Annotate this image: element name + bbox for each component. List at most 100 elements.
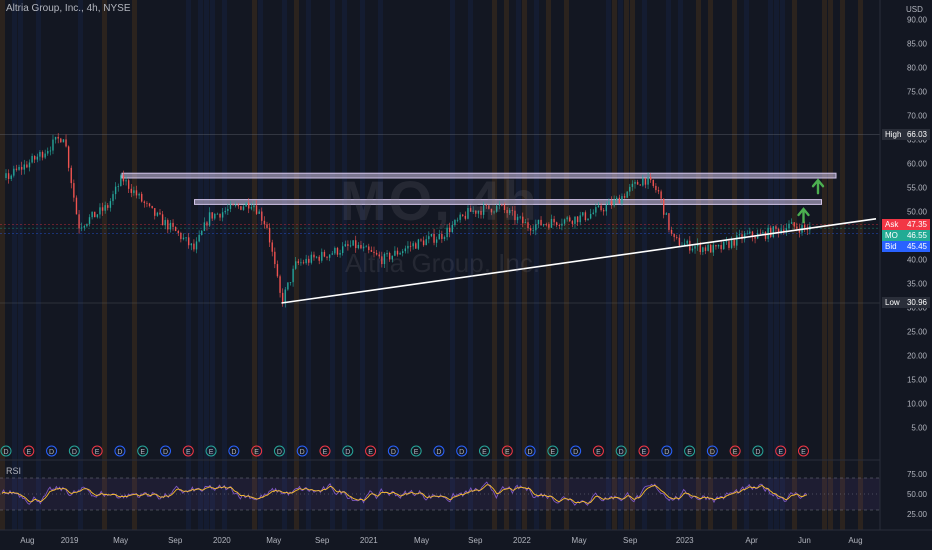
candle-body: [360, 245, 362, 249]
candle-body: [352, 240, 354, 246]
candle-body: [44, 153, 46, 158]
candle-body: [289, 282, 292, 284]
candle-body: [336, 247, 339, 255]
event-marker: [433, 445, 445, 457]
candle-body: [211, 212, 213, 219]
candle-body: [148, 203, 151, 206]
session-stripe: [198, 0, 203, 530]
event-marker-label: E: [254, 449, 259, 456]
candle-body: [174, 226, 177, 231]
session-stripe: [822, 0, 827, 530]
candle-body: [120, 175, 122, 187]
session-stripe: [450, 0, 455, 530]
candle-body: [785, 228, 788, 233]
candle-body: [710, 245, 712, 253]
candle-body: [161, 214, 164, 226]
candle-body: [409, 245, 412, 247]
time-tick-label: Sep: [468, 536, 483, 545]
candle-body: [519, 216, 521, 218]
bid-price-tag: Bid 45.45: [882, 240, 930, 252]
candle-body: [49, 150, 52, 152]
candle-body: [454, 219, 456, 225]
rsi-pane-label: RSI: [6, 466, 22, 476]
candle-body: [185, 237, 187, 239]
candle-body: [122, 175, 125, 182]
candle-body: [449, 227, 451, 233]
event-marker: [114, 445, 126, 457]
candle-body: [62, 139, 65, 143]
candle-body: [542, 224, 545, 226]
session-stripe: [210, 0, 215, 530]
candle-body: [428, 236, 430, 240]
candle-body: [430, 233, 433, 237]
candle-body: [18, 166, 20, 170]
event-marker: [638, 445, 650, 457]
candle-body: [425, 239, 427, 246]
candle-body: [331, 253, 333, 255]
event-marker-label: D: [755, 449, 760, 456]
candle-body: [663, 198, 665, 215]
upward-arrow-lower: [797, 207, 810, 224]
candle-body: [772, 226, 775, 237]
event-marker-label: E: [26, 449, 31, 456]
event-marker: [228, 445, 240, 457]
candle-body: [605, 204, 607, 212]
candle-body: [94, 211, 96, 218]
resistance-zone: [194, 199, 822, 205]
event-marker-label: E: [801, 449, 806, 456]
candle-body: [193, 243, 195, 250]
candle-body: [796, 226, 798, 229]
event-marker-label: E: [505, 449, 510, 456]
candle-body: [665, 213, 668, 215]
time-tick-label: Sep: [623, 536, 638, 545]
candle-body: [388, 252, 391, 260]
candle-body: [780, 229, 782, 234]
event-marker: [319, 445, 331, 457]
session-stripe: [534, 0, 539, 530]
session-stripe: [282, 0, 287, 530]
candle-body: [274, 251, 276, 265]
event-marker-label: E: [596, 449, 601, 456]
candle-body: [7, 173, 10, 179]
candle-body: [57, 136, 59, 139]
event-marker: [387, 445, 399, 457]
event-marker-label: E: [414, 449, 419, 456]
time-tick-label: May: [266, 536, 281, 545]
session-stripe: [504, 0, 509, 530]
event-marker-label: E: [687, 449, 692, 456]
time-tick-label: May: [572, 536, 587, 545]
event-marker: [296, 445, 308, 457]
event-marker-label: E: [778, 449, 783, 456]
chart-title: Altria Group, Inc., 4h, NYSE: [6, 3, 131, 14]
event-marker-label: E: [140, 449, 145, 456]
candle-body: [475, 210, 477, 214]
candle-body: [522, 216, 524, 224]
price-tick-label: 50.00: [907, 208, 928, 217]
session-stripe: [492, 0, 497, 530]
candle-body: [469, 208, 472, 212]
candle-body: [373, 251, 375, 253]
candle-body: [279, 276, 281, 293]
candle-body: [357, 245, 360, 249]
ask-price-tag: Ask 47.35: [882, 218, 930, 230]
event-marker-label: E: [482, 449, 487, 456]
candle-body: [292, 268, 294, 283]
candle-body: [284, 289, 286, 304]
candle-body: [415, 243, 417, 249]
candle-body: [245, 202, 247, 207]
candle-body: [28, 162, 31, 168]
event-marker-label: D: [49, 449, 54, 456]
candle-body: [125, 180, 127, 182]
time-tick-label: 2021: [360, 536, 378, 545]
event-marker: [410, 445, 422, 457]
candle-body: [686, 240, 688, 244]
candle-body: [297, 261, 300, 263]
candle-body: [532, 230, 534, 232]
candle-body: [736, 235, 738, 246]
candle-body: [616, 197, 618, 200]
candle-body: [764, 232, 767, 239]
event-marker: [137, 445, 149, 457]
candle-body: [36, 156, 39, 160]
candle-body: [75, 197, 78, 215]
